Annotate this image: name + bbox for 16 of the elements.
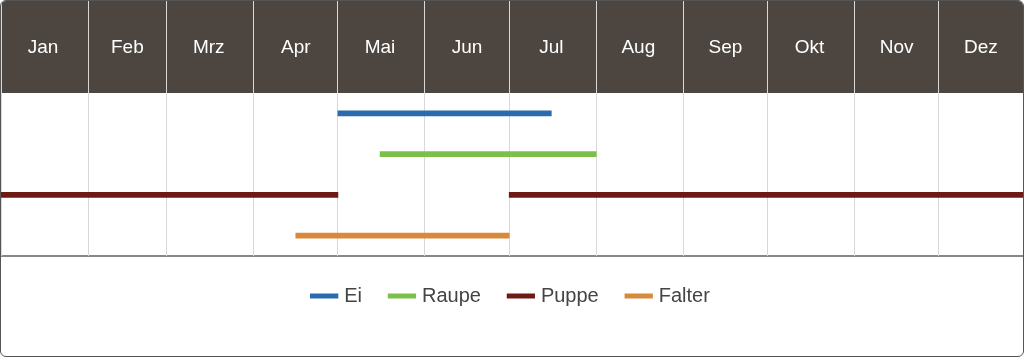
x-tick-label: Mrz xyxy=(192,35,225,57)
legend-label: Raupe xyxy=(421,283,481,306)
legend-label: Ei xyxy=(344,283,362,306)
x-tick-label: Jan xyxy=(27,35,59,57)
x-tick-label: Nov xyxy=(879,35,915,57)
x-tick-label: Okt xyxy=(794,35,826,57)
x-tick-label: Feb xyxy=(110,35,144,57)
x-tick-label: Mai xyxy=(364,35,396,57)
x-tick-label: Dez xyxy=(963,35,998,57)
legend-label: Puppe xyxy=(540,283,599,306)
x-tick-label: Apr xyxy=(281,35,312,57)
legend-label: Falter xyxy=(658,283,711,306)
x-tick-label: Aug xyxy=(621,35,656,57)
x-tick-label: Jun xyxy=(451,35,483,57)
x-tick-label: Jul xyxy=(539,35,564,57)
x-tick-label: Sep xyxy=(708,35,743,57)
